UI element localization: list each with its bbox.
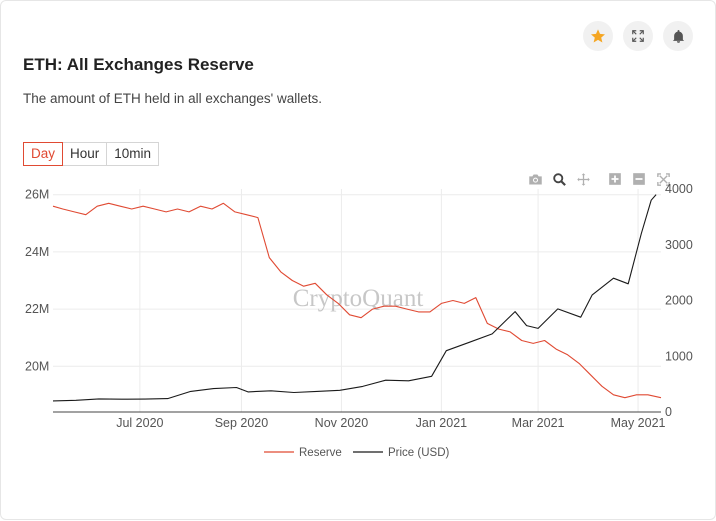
y-right-tick-label: 4000	[665, 182, 693, 196]
series-line-reserve	[52, 202, 662, 399]
favorite-button[interactable]	[583, 21, 613, 51]
zoom-in-button[interactable]	[606, 171, 624, 187]
zoom-button[interactable]	[550, 171, 568, 187]
card-actions	[583, 21, 693, 51]
chart-series	[52, 194, 662, 402]
tab-hour[interactable]: Hour	[62, 142, 108, 166]
zoom-icon	[552, 172, 566, 186]
bell-icon	[672, 29, 684, 43]
tab-day[interactable]: Day	[23, 142, 64, 166]
legend-label: Reserve	[299, 447, 342, 459]
x-tick-label: Sep 2020	[215, 416, 269, 430]
series-line-price-usd	[52, 194, 657, 402]
expand-icon	[632, 30, 644, 42]
tab-10min[interactable]: 10min	[106, 142, 160, 166]
fullscreen-button[interactable]	[623, 21, 653, 51]
chart-subtitle: The amount of ETH held in all exchanges'…	[23, 91, 322, 106]
camera-icon	[528, 174, 542, 184]
interval-tabs: Day Hour 10min	[23, 142, 160, 166]
pan-button[interactable]	[574, 171, 592, 187]
y-right-tick-label: 0	[665, 405, 672, 419]
chart-axes: 20M 22M 24M 26M 0 1000 2000 3000 4000 Jul 2020 Sep…	[25, 182, 693, 430]
zoom-in-icon	[609, 173, 621, 185]
x-tick-label: Jul 2020	[116, 416, 163, 430]
download-image-button[interactable]	[526, 171, 544, 187]
y-right-tick-label: 1000	[665, 349, 693, 363]
y-left-tick-label: 20M	[25, 359, 49, 373]
chart-modebar	[526, 171, 672, 187]
pan-icon	[576, 172, 590, 186]
y-left-tick-label: 22M	[25, 302, 49, 316]
alert-button[interactable]	[663, 21, 693, 51]
x-tick-label: Jan 2021	[416, 416, 467, 430]
autoscale-button[interactable]	[654, 171, 672, 187]
legend-label: Price (USD)	[388, 447, 450, 459]
zoom-out-button[interactable]	[630, 171, 648, 187]
y-left-tick-label: 26M	[25, 188, 49, 202]
x-tick-label: Mar 2021	[512, 416, 565, 430]
autoscale-icon	[656, 172, 670, 186]
star-icon	[591, 29, 605, 43]
x-tick-label: Nov 2020	[315, 416, 369, 430]
chart-title: ETH: All Exchanges Reserve	[23, 55, 254, 74]
x-tick-label: May 2021	[611, 416, 666, 430]
zoom-out-icon	[633, 173, 645, 185]
y-right-tick-label: 2000	[665, 294, 693, 308]
chart-legend: Reserve Price (USD)	[264, 447, 450, 459]
y-left-tick-label: 24M	[25, 245, 49, 259]
y-right-tick-label: 3000	[665, 238, 693, 252]
